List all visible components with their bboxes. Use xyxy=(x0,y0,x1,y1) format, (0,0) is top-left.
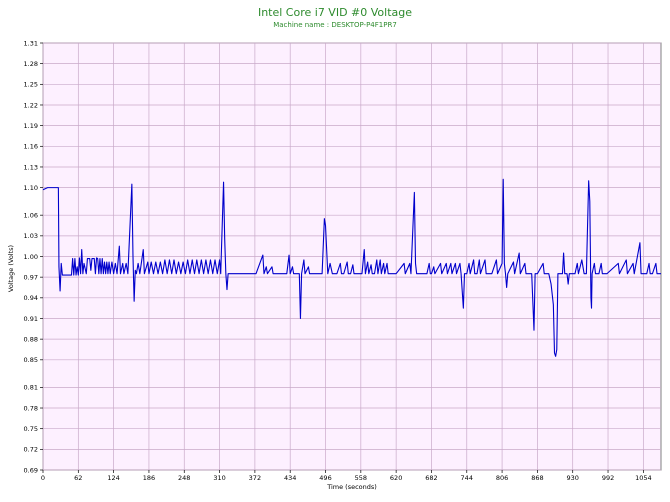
x-tick-label: 992 xyxy=(602,474,614,482)
x-tick-label: 682 xyxy=(425,474,437,482)
x-tick-label: 496 xyxy=(319,474,331,482)
x-axis-ticks: 0 62 124 186 248 310 372 434 496 558 620 682 744 806 8… xyxy=(41,470,652,482)
y-tick-label: 1.19 xyxy=(24,122,38,130)
x-tick-label: 868 xyxy=(531,474,543,482)
x-tick-label: 0 xyxy=(41,474,45,482)
series-line-0 xyxy=(42,178,661,357)
x-tick-label: 558 xyxy=(355,474,367,482)
x-tick-label: 1054 xyxy=(635,474,652,482)
y-tick-label: 0.72 xyxy=(24,446,38,454)
y-tick-label: 1.16 xyxy=(24,143,38,151)
x-tick-label: 372 xyxy=(249,474,261,482)
x-tick-label: 62 xyxy=(74,474,82,482)
chart-title: Intel Core i7 VID #0 Voltage xyxy=(257,6,413,19)
y-tick-label: 1.28 xyxy=(24,60,38,68)
x-tick-label: 806 xyxy=(496,474,508,482)
y-tick-label: 0.78 xyxy=(24,404,38,412)
y-axis-label: Voltage (Volts) xyxy=(7,245,15,292)
y-tick-label: 0.81 xyxy=(24,384,38,392)
x-tick-label: 248 xyxy=(178,474,190,482)
x-tick-label: 186 xyxy=(143,474,155,482)
y-tick-label: 1.13 xyxy=(24,163,38,171)
y-tick-label: 0.85 xyxy=(24,356,38,364)
x-tick-label: 930 xyxy=(567,474,579,482)
y-tick-label: 1.00 xyxy=(24,253,38,261)
y-tick-label: 1.25 xyxy=(24,81,38,89)
y-tick-label: 1.06 xyxy=(24,211,38,219)
x-axis-label: Time (seconds) xyxy=(326,483,377,491)
y-tick-label: 0.94 xyxy=(24,294,38,302)
y-tick-label: 0.91 xyxy=(24,315,38,323)
x-tick-label: 124 xyxy=(107,474,119,482)
series-group xyxy=(42,178,661,357)
grid xyxy=(42,42,661,471)
y-tick-label: 0.69 xyxy=(24,466,38,474)
x-tick-label: 310 xyxy=(213,474,225,482)
x-tick-label: 620 xyxy=(390,474,402,482)
y-tick-label: 1.10 xyxy=(24,184,38,192)
y-axis-ticks: 1.31 1.28 1.25 1.22 1.19 1.16 1.13 1.10 1.06 1.03… xyxy=(24,39,43,474)
x-tick-label: 434 xyxy=(284,474,296,482)
y-tick-label: 0.75 xyxy=(24,425,38,433)
y-tick-label: 1.03 xyxy=(24,232,38,240)
y-tick-label: 1.22 xyxy=(24,101,38,109)
y-tick-label: 1.31 xyxy=(24,39,38,47)
x-tick-label: 744 xyxy=(461,474,473,482)
chart-subtitle: Machine name : DESKTOP-P4F1PR7 xyxy=(273,21,397,29)
y-tick-label: 0.97 xyxy=(24,273,38,281)
y-tick-label: 0.88 xyxy=(24,335,38,343)
